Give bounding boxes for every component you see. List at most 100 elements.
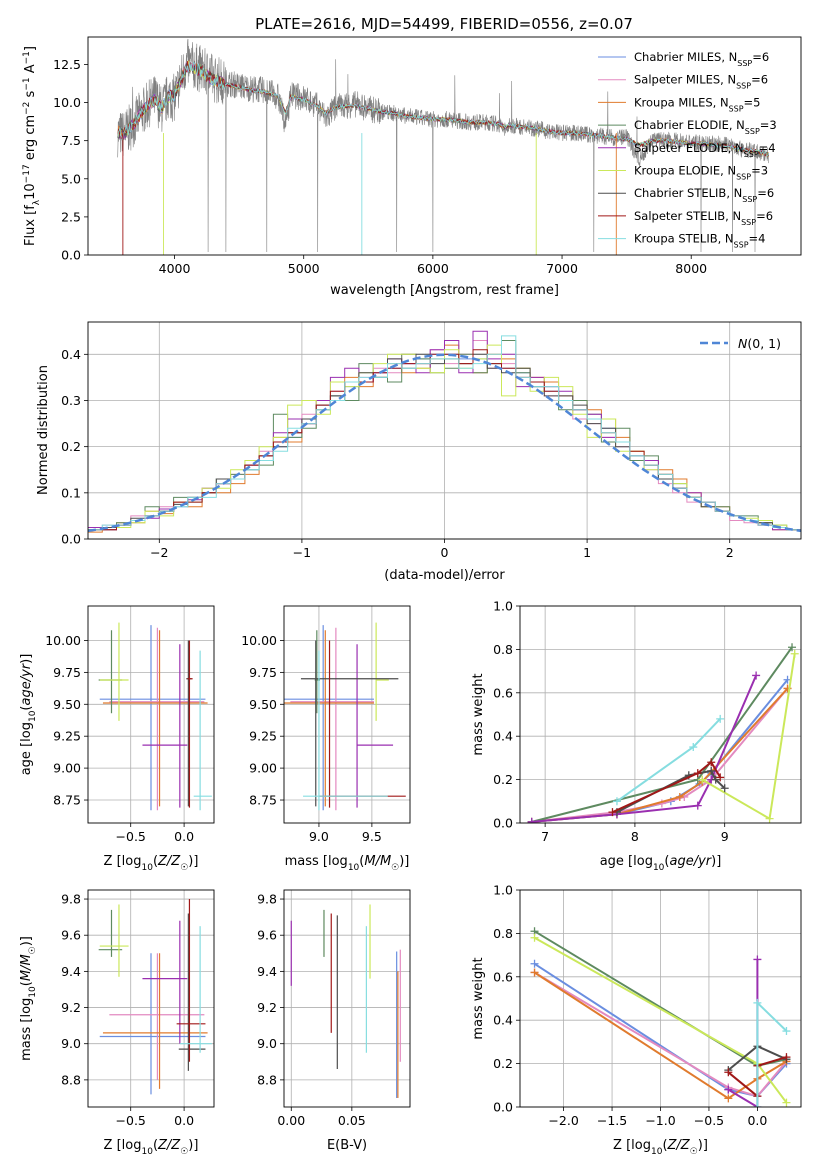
legend-sub: SSP — [741, 217, 756, 226]
label-part: 10 — [651, 1147, 663, 1157]
y-axis-label: Flux [fλ10−17 erg cm−2 s−1 A−1] — [22, 46, 42, 246]
panel-age_vs_mass: 9.0 9.5 8.75 9.00 9.25 9.50 9.75 10.00 mass [log… — [241, 605, 411, 873]
weight-marker — [716, 773, 725, 782]
legend-entry: Kroupa STELIB, NSSP=4 — [634, 232, 765, 250]
label-part: Z/Z — [157, 854, 181, 869]
weight-marker — [753, 998, 762, 1007]
x-axis-label: Z [log10(Z/Z☉)] — [104, 854, 199, 873]
y-tick-label: 1.0 — [493, 883, 513, 898]
x-axis-label: (data-model)/error — [384, 568, 505, 583]
label-part: E(B-V) — [327, 1138, 367, 1153]
weight-marker — [753, 955, 762, 964]
label-part: ( — [19, 981, 34, 986]
figure-title: PLATE=2616, MJD=54499, FIBERID=0556, z=0… — [255, 15, 633, 33]
legend-entry: N(0, 1) — [738, 336, 781, 351]
weight-line — [531, 679, 789, 823]
label-part: ( — [153, 1138, 158, 1153]
y-tick-label: 1.0 — [493, 599, 513, 614]
label-part: mass [log — [19, 998, 34, 1061]
legend-rest: =5 — [744, 95, 761, 109]
gaussian-curve — [88, 353, 801, 533]
x-tick-label: 7 — [541, 829, 549, 844]
y-axis-label: age [log10(age/yr)] — [19, 654, 38, 776]
y-tick-label: 9.50 — [53, 697, 81, 712]
legend-entry: Salpeter MILES, NSSP=6 — [634, 73, 768, 91]
weight-marker — [707, 758, 716, 767]
y-tick-label: 0.0 — [493, 1100, 513, 1115]
legend-rest: =6 — [752, 50, 769, 64]
label-part: )] — [399, 854, 409, 869]
y-tick-label: 10.0 — [53, 95, 81, 110]
y-tick-label: 2.5 — [61, 209, 81, 224]
weight-marker — [711, 775, 720, 784]
weight-marker — [782, 1098, 791, 1107]
label-part: )] — [188, 854, 198, 869]
y-tick-label: 5.0 — [61, 171, 81, 186]
legend-rest: =3 — [760, 118, 777, 132]
label-part: Flux [f — [23, 205, 38, 246]
y-tick-label: 0.6 — [493, 969, 513, 984]
y-tick-label: 0.8 — [493, 926, 513, 941]
weight-marker — [724, 1085, 733, 1094]
x-tick-label: −1 — [293, 545, 311, 560]
legend-text: Chabrier MILES, N — [634, 50, 737, 64]
weight-marker — [530, 933, 539, 942]
x-axis-label: mass [log10(M/M☉)] — [285, 854, 410, 873]
label-part: Z/Z — [157, 1138, 181, 1153]
legend-entry: Chabrier STELIB, NSSP=6 — [634, 186, 774, 204]
weight-marker — [782, 1027, 791, 1036]
y-tick-label: 7.5 — [61, 133, 81, 148]
y-tick-label: 9.0 — [61, 1036, 81, 1051]
x-tick-label: 0.05 — [338, 1113, 366, 1128]
weight-marker — [752, 671, 761, 680]
x-tick-label: −0.5 — [116, 829, 146, 844]
legend-rest: =6 — [757, 186, 774, 200]
x-tick-label: 5000 — [288, 261, 320, 276]
label-part: Z [log — [613, 1138, 651, 1153]
axes-frame — [519, 605, 802, 824]
legend-sub: SSP — [729, 104, 744, 113]
y-tick-label: 9.8 — [257, 892, 277, 907]
plot-area — [284, 622, 406, 811]
y-tick-label: 8.8 — [61, 1072, 81, 1087]
label-part: )] — [19, 654, 34, 664]
label-part: 10 — [28, 710, 38, 722]
label-part: mass [log — [285, 854, 348, 869]
legend-rest: =6 — [756, 209, 773, 223]
y-tick-label: 8.75 — [53, 793, 81, 808]
weight-marker — [765, 814, 774, 823]
y-tick-label: 10.00 — [241, 633, 277, 648]
plot-area — [98, 622, 212, 811]
plot-area — [117, 38, 770, 255]
weight-line — [533, 971, 788, 1100]
x-tick-label: 0.0 — [174, 1113, 194, 1128]
label-part: (0, 1) — [747, 336, 781, 351]
legend-sub: SSP — [744, 149, 759, 158]
y-tick-label: 9.4 — [257, 964, 277, 979]
label-part: M/M — [19, 954, 34, 981]
plot-area — [88, 330, 801, 533]
legend-sub: SSP — [742, 195, 757, 204]
axes-frame — [87, 36, 802, 256]
y-tick-label: 0.1 — [61, 485, 81, 500]
label-part: A — [23, 64, 38, 77]
label-part: −17 — [22, 164, 32, 183]
plot-area — [527, 643, 799, 823]
y-axis-label: Normed distribution — [36, 365, 51, 495]
weight-marker — [675, 792, 684, 801]
label-part: age [log — [600, 854, 653, 869]
weight-marker — [530, 959, 539, 968]
y-tick-label: 10.00 — [45, 633, 81, 648]
label-part: 10 — [141, 1147, 153, 1157]
weight-marker — [753, 1103, 762, 1107]
label-part: ( — [153, 854, 158, 869]
observed-spectrum — [117, 38, 769, 253]
label-part: 10 — [28, 986, 38, 998]
x-axis-label: Z [log10(Z/Z☉)] — [613, 1138, 708, 1157]
weight-line — [533, 971, 788, 1098]
legend-rest: =3 — [751, 164, 768, 178]
panel-weight_vs_age: 7 8 9 0.0 0.2 0.4 0.6 0.8 1.0 age [log10(age/yr)]… — [471, 599, 802, 873]
label-part: ( — [664, 854, 669, 869]
